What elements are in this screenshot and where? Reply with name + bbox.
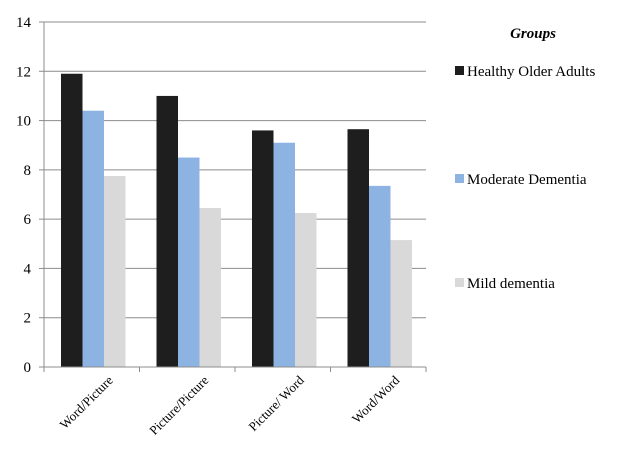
legend-label: Mild dementia <box>467 276 555 292</box>
bar-moderate-dementia-3 <box>273 142 295 367</box>
legend-label: Healthy Older Adults <box>467 64 595 80</box>
legend-title: Groups <box>510 26 556 42</box>
bar-moderate-dementia-1 <box>82 110 104 367</box>
legend: Groups Healthy Older Adults Moderate Deme… <box>455 26 595 292</box>
bar-mild-dementia-3 <box>295 212 317 367</box>
bar-healthy-older-adults-4 <box>347 129 369 367</box>
y-tick-label: 0 <box>24 360 32 376</box>
bar-healthy-older-adults-1 <box>61 73 83 367</box>
bar-moderate-dementia-2 <box>178 157 200 367</box>
x-tick-label: Word/Word <box>349 372 403 426</box>
y-tick-label: 14 <box>16 15 32 31</box>
legend-swatch <box>455 66 464 75</box>
legend-swatch <box>455 174 464 183</box>
bar-mild-dementia-2 <box>199 208 221 367</box>
y-tick-label: 8 <box>24 163 32 179</box>
bar-moderate-dementia-4 <box>369 185 391 367</box>
y-tick-label: 2 <box>24 311 32 327</box>
bar-healthy-older-adults-3 <box>252 130 274 367</box>
y-tick-label: 10 <box>16 114 31 130</box>
x-tick-label: Word/Picture <box>56 372 116 432</box>
legend-label: Moderate Dementia <box>467 172 587 188</box>
x-tick-label: Picture/ Word <box>245 372 307 434</box>
x-tick-label: Picture/Picture <box>146 372 211 437</box>
bar-mild-dementia-1 <box>104 176 126 367</box>
y-tick-label: 12 <box>16 64 31 80</box>
bar-healthy-older-adults-2 <box>156 95 178 367</box>
bars <box>61 73 412 367</box>
bar-mild-dementia-4 <box>390 240 412 367</box>
y-tick-label: 4 <box>24 261 32 277</box>
y-tick-label: 6 <box>24 212 32 228</box>
legend-swatch <box>455 278 464 287</box>
